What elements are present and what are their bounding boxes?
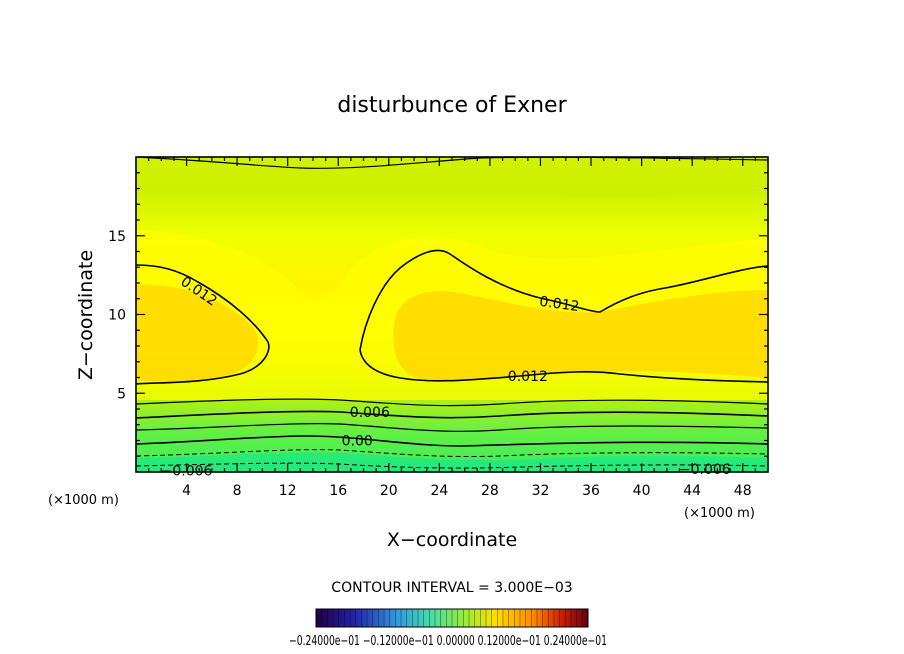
x-tick-label: 28 [481,483,499,499]
contour-line-0-012-right-upper [359,249,768,351]
y-tick-label: 10 [108,308,126,324]
x-unit-label: (×1000 m) [684,506,755,521]
x-tick-label: 44 [683,483,701,499]
contour-label: 0.012 [538,294,580,315]
contour-line-0-00 [136,435,768,447]
x-tick-label: 12 [279,483,297,499]
contour-label-text: 0.012 [538,294,580,315]
contour-label-text: 0.006 [350,405,390,421]
x-tick-label: 40 [633,483,651,499]
x-tick-label: 16 [329,483,347,499]
y-tick-label: 15 [108,229,126,245]
contour-label: 0.00 [342,434,373,450]
field-band-min [136,452,768,472]
x-ticks: 4 8 12 16 20 24 28 32 36 40 44 48 [148,157,756,499]
x-tick-label: 20 [380,483,398,499]
x-tick-label: 36 [582,483,600,499]
contour-line-0-012-left [136,264,270,385]
colorbar-ticks [321,609,583,627]
chart-title: disturbunce of Exner [337,93,567,118]
contour-line-minus-0-003 [136,449,768,458]
x-tick-label: 4 [182,483,191,499]
contour-line-minus-0-006 [136,462,768,469]
y-ticks: 5 10 15 [108,172,768,457]
y-axis-title: Z−coordinate [75,250,97,380]
x-tick-label: 8 [233,483,242,499]
y-unit-label: (×1000 m) [48,493,119,508]
x-tick-label: 48 [734,483,752,499]
field-core-right [393,290,768,381]
x-tick-label: 24 [430,483,448,499]
contour-line-0-012-right-lower [359,349,768,383]
contour-line-0-006 [136,410,768,419]
contour-interval-label: CONTOUR INTERVAL = 3.000E−03 [331,580,572,596]
contour-label: 0.006 [350,405,390,421]
colorbar: −0.24000e−01 −0.12000e−01 0.00000 0.1200… [289,608,607,649]
contour-label-text: 0.00 [342,434,373,450]
x-tick-label: 32 [532,483,550,499]
x-axis-title: X−coordinate [387,529,517,551]
contour-label: 0.012 [508,369,548,385]
contour-line-0-003 [136,422,768,432]
colorbar-labels: −0.24000e−01 −0.12000e−01 0.00000 0.1200… [289,634,607,649]
y-tick-label: 5 [117,386,126,402]
plot-area [136,157,768,472]
field-core-left [136,284,259,382]
contour-label-text: 0.012 [508,369,548,385]
contour-line-0-006-a [136,398,768,407]
